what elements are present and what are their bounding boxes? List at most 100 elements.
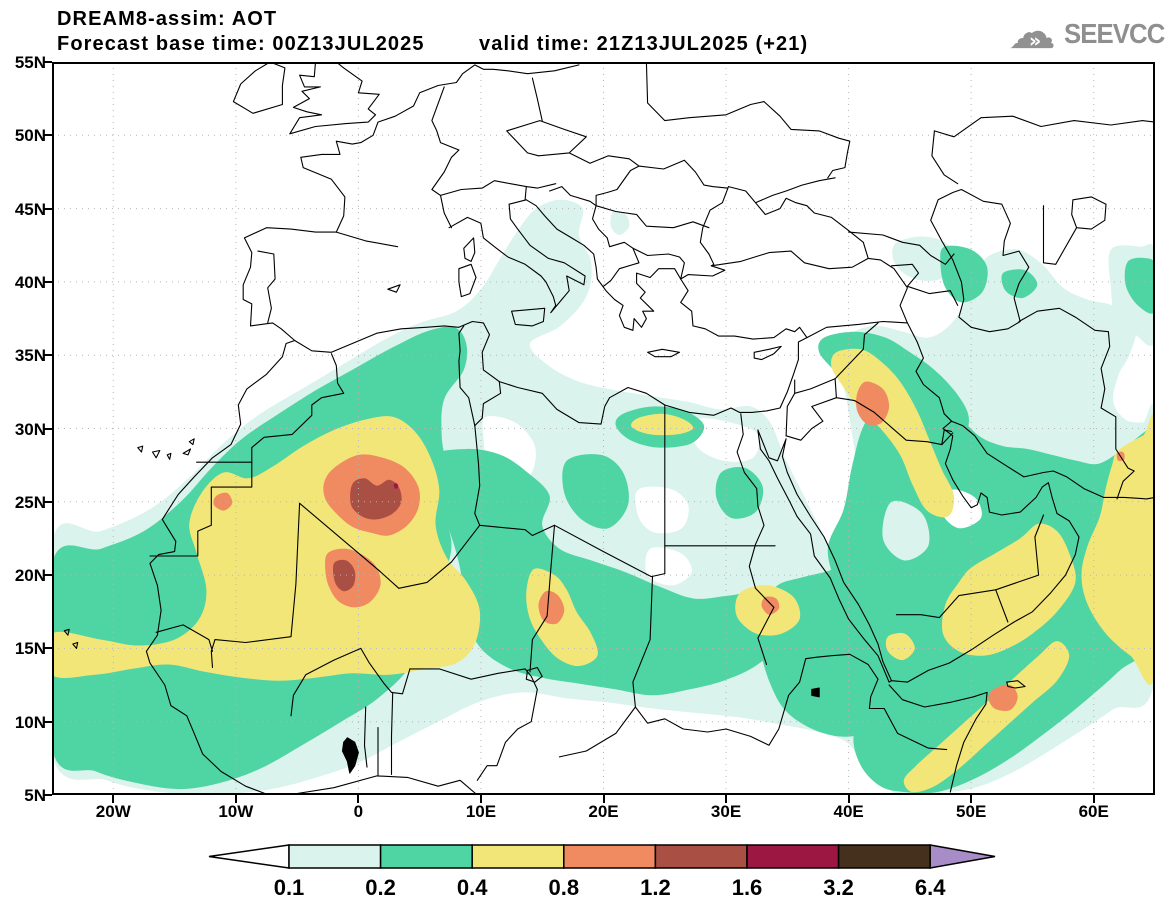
- map-line-ireland-coast: [232, 62, 286, 114]
- map-line-turkey-blacksea-coast: [680, 250, 869, 280]
- y-axis-label-20N: 20N: [14, 566, 46, 586]
- map-line-corsica: [463, 237, 476, 262]
- map-line-border-djibouti: [868, 678, 879, 710]
- contour-region-teal-libya-finger: [562, 454, 629, 529]
- contour-region-yellow-somalia-band: [903, 641, 1070, 793]
- map-line-aral-sea: [1071, 196, 1107, 230]
- map-line-border-ukraine-romania: [638, 159, 728, 189]
- x-axis-tick: [602, 795, 605, 803]
- x-axis-label-10E: 10E: [465, 802, 497, 821]
- map-line-border-ukraine-russia: [763, 101, 851, 179]
- map-line-border-spain-france: [335, 231, 399, 248]
- colorbar-segment-0: [288, 844, 382, 869]
- colorbar-segment-5: [746, 844, 840, 869]
- x-axis-tick: [970, 795, 973, 803]
- map-line-border-sudan-ethiopia: [634, 653, 879, 746]
- map-line-crete: [647, 348, 681, 358]
- y-axis-label-30N: 30N: [14, 419, 46, 439]
- contour-region-orange-chad: [538, 590, 565, 625]
- contour-region-cyan-caucasus: [892, 236, 955, 281]
- map-line-border-morocco-algeria: [251, 353, 345, 463]
- y-axis-label-5N: 5N: [24, 786, 46, 805]
- x-axis-label-40E: 40E: [833, 802, 864, 821]
- map-line-border-alps: [439, 180, 557, 196]
- x-axis-tick: [1092, 795, 1095, 803]
- map-line-border-wsahara-steps: [149, 461, 253, 557]
- map-line-border-jordan-saudi: [785, 378, 837, 441]
- arrow-icon: »: [1029, 30, 1042, 52]
- map-line-canary-5: [188, 438, 195, 446]
- y-axis-tick: [44, 647, 52, 650]
- map-line-iran-pakistan-coast: [951, 420, 1155, 500]
- map-line-border-nigeria: [409, 668, 538, 781]
- y-axis-tick: [44, 500, 52, 503]
- contour-region-yellow-right-edge: [1081, 414, 1155, 685]
- map-line-italy-coast: [448, 199, 586, 314]
- map-line-border-turkey-caucasus: [867, 257, 908, 324]
- map-line-caspian-sea: [930, 188, 1030, 333]
- map-line-border-italy-slovenia: [524, 186, 527, 201]
- map-line-border-benin-nigeria: [390, 691, 394, 776]
- x-axis-label-30E: 30E: [710, 802, 742, 821]
- x-axis-tick: [725, 795, 728, 803]
- map-line-border-turkey-syria-iraq: [806, 320, 908, 339]
- x-axis-label-60E: 60E: [1078, 802, 1109, 821]
- colorbar-level-1.6: 1.6: [732, 875, 763, 900]
- map-line-border-kazakh-caspian: [931, 130, 959, 185]
- contour-region-red-algeria-core: [350, 478, 402, 520]
- map-line-border-yemen-oman: [995, 589, 1009, 623]
- map-line-border-niger-chad: [529, 524, 556, 673]
- contour-region-orange-sudan: [761, 596, 780, 615]
- contour-region-teal-egypt-spot: [715, 467, 764, 519]
- x-axis-tick: [112, 795, 115, 803]
- map-line-nile: [736, 413, 775, 666]
- colorbar-level-6.4: 6.4: [915, 875, 946, 900]
- map-line-border-mali-burkina: [290, 647, 362, 717]
- x-axis-tick: [479, 795, 482, 803]
- y-axis-label-25N: 25N: [14, 492, 46, 512]
- cloud-icon: ☁ »: [1008, 4, 1056, 60]
- y-axis-label-15N: 15N: [14, 639, 46, 659]
- colorbar-segment-4: [654, 844, 748, 869]
- x-axis-label-10W: 10W: [218, 802, 254, 821]
- map-line-adriatic-greece-coast: [525, 199, 682, 331]
- map-line-border-ghana-togo: [363, 706, 368, 768]
- map-line-iberia-france-coast: [242, 64, 580, 342]
- y-axis-label-35N: 35N: [14, 346, 46, 366]
- map-line-border-niger-benin: [360, 647, 411, 695]
- map-line-border-france-east: [431, 86, 460, 229]
- colorbar: 0.1 0.2 0.4 0.8 1.2 1.6 3.2 6.4: [208, 844, 996, 900]
- x-axis-label-50E: 50E: [956, 802, 987, 821]
- contour-region-teal-central-sahara: [428, 448, 785, 696]
- map-line-border-balkans: [549, 186, 640, 287]
- map-line-border-senegal: [155, 624, 214, 652]
- map-line-border-danube: [595, 205, 710, 229]
- contour-region-teal-right-edge: [1124, 257, 1155, 314]
- colorbar-over-arrow: [929, 844, 996, 869]
- forecast-base-time-label: Forecast base time: 00Z13JUL2025: [57, 33, 425, 55]
- contour-region-orange-socotra: [988, 684, 1018, 711]
- valid-time-label: valid time: 21Z13JUL2025 (+21): [479, 33, 809, 55]
- y-axis-tick: [44, 354, 52, 357]
- colorbar-level-0.2: 0.2: [365, 875, 396, 900]
- map-line-lake-chad: [525, 666, 543, 683]
- contour-region-yellow-yemen: [885, 632, 915, 661]
- x-axis-label-0: 0: [353, 802, 364, 821]
- map-line-border-iran-east: [1018, 307, 1135, 500]
- map-line-canary-3: [166, 452, 172, 460]
- colorbar-segment-1: [379, 844, 473, 869]
- map-line-border-armenia-azerbaijan: [890, 263, 959, 306]
- map-line-arabia-coast: [890, 420, 1080, 683]
- colorbar-level-0.8: 0.8: [549, 875, 580, 900]
- y-axis-label-40N: 40N: [14, 272, 46, 292]
- seevccc-logo: ☁ » SEEVCCC: [1008, 4, 1165, 60]
- y-axis-label-45N: 45N: [14, 199, 46, 219]
- map-line-canary-4: [182, 448, 192, 456]
- map-line-border-car-chad: [558, 706, 636, 758]
- colorbar-under-arrow: [208, 844, 290, 869]
- y-axis-tick: [44, 207, 52, 210]
- map-line-horn-coast: [888, 684, 988, 793]
- contour-region-yellow-egypt-coast: [631, 413, 694, 436]
- map-line-balearics: [387, 284, 401, 293]
